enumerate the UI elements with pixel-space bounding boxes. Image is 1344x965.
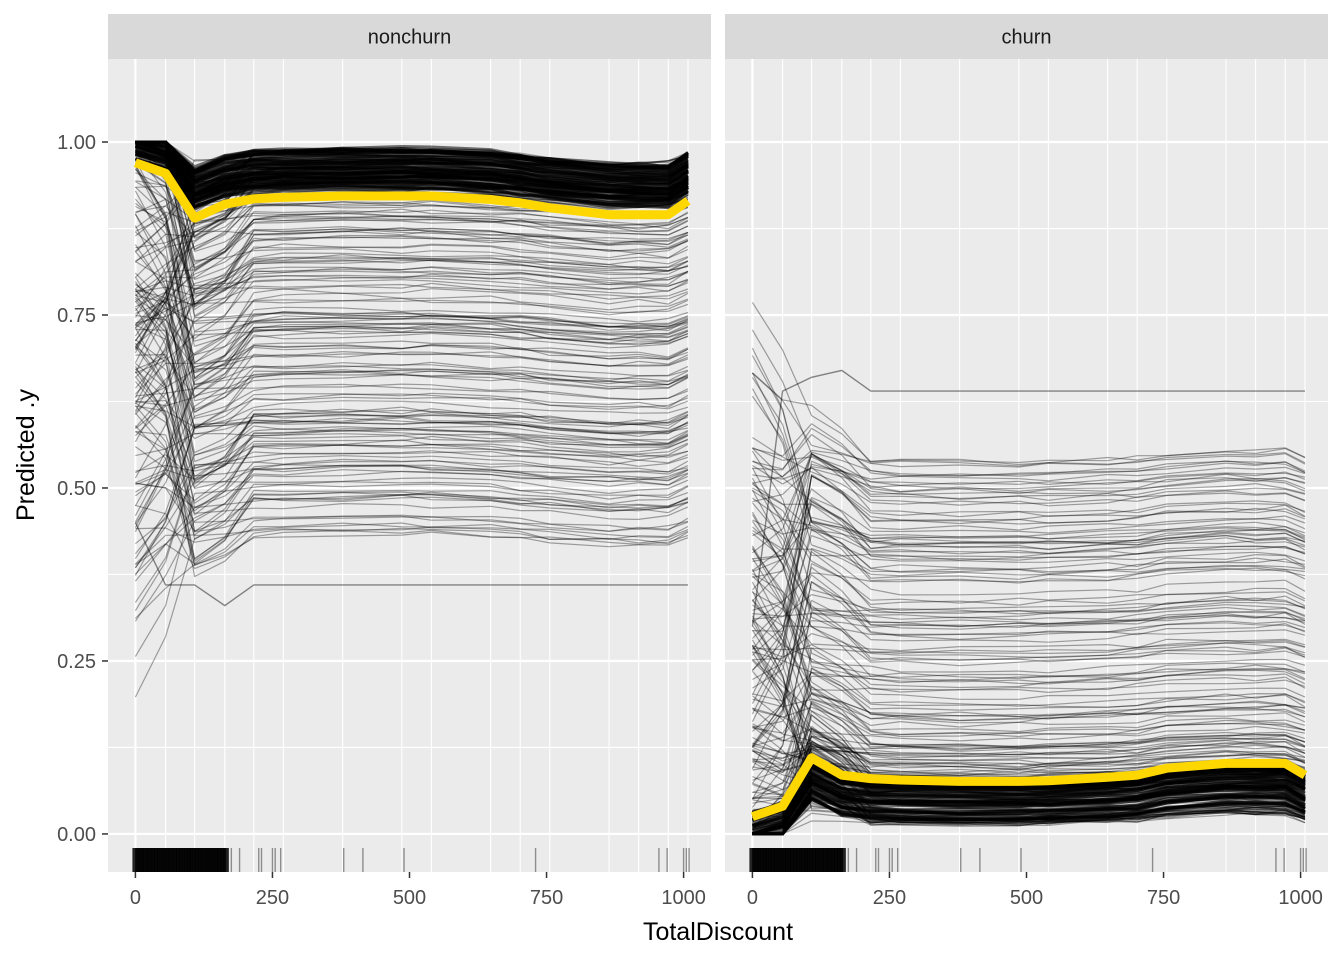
x-tick-label: 0 [747,887,758,909]
facet-panel-nonchurn: nonchurn [108,14,711,872]
y-tick-label: 1.00 [57,132,96,154]
y-tick-label: 0.75 [57,305,96,327]
x-tick-label: 1000 [661,887,706,909]
x-tick-label: 1000 [1278,887,1323,909]
x-tick-label: 750 [1147,887,1180,909]
x-axis-churn: 0 250 500 750 1000 [747,872,1323,909]
y-axis-title: Predicted .y [12,389,40,522]
x-tick-label: 500 [393,887,426,909]
x-tick-label: 250 [873,887,906,909]
x-tick-label: 0 [130,887,141,909]
y-tick-label: 0.50 [57,478,96,500]
x-tick-label: 750 [530,887,563,909]
x-axis-title: TotalDiscount [643,918,793,946]
facet-strip-label: churn [1001,27,1051,49]
x-tick-label: 250 [256,887,289,909]
facet-panel-churn: churn [725,14,1328,872]
facet-strip-label: nonchurn [368,27,451,49]
y-tick-label: 0.00 [57,824,96,846]
x-axis-nonchurn: 0 250 500 750 1000 [130,872,706,909]
y-tick-label: 0.25 [57,651,96,673]
x-tick-label: 500 [1010,887,1043,909]
